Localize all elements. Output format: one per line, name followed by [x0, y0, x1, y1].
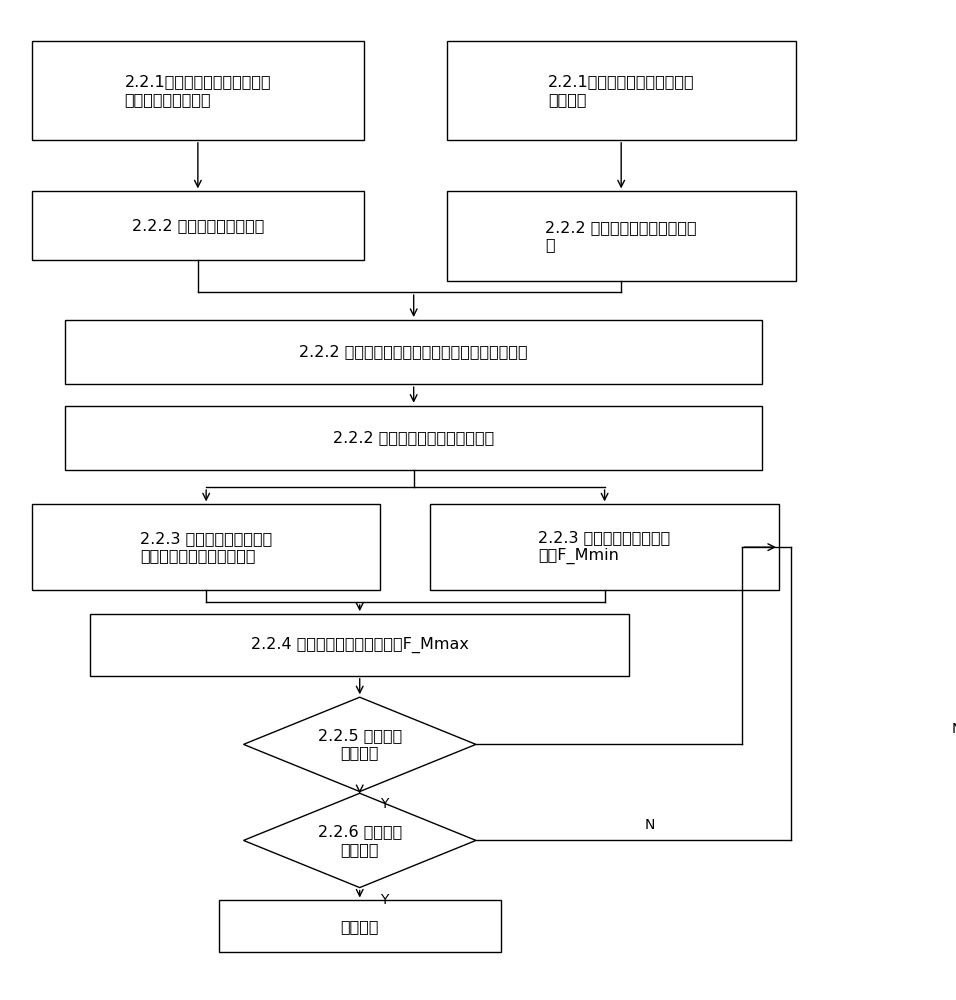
FancyBboxPatch shape [32, 504, 380, 590]
FancyBboxPatch shape [32, 41, 364, 140]
Text: Y: Y [380, 893, 389, 907]
Text: 2.2.1设计输入：主轴瓦尺寸及
材料特性: 2.2.1设计输入：主轴瓦尺寸及 材料特性 [548, 74, 694, 107]
Text: N: N [951, 722, 956, 736]
Text: 2.2.1设计输入：发动机最大瞬
态爆发压力，缸径等: 2.2.1设计输入：发动机最大瞬 态爆发压力，缸径等 [124, 74, 272, 107]
Text: 2.2.4 确定螺栓最大装配预紧力F_Mmax: 2.2.4 确定螺栓最大装配预紧力F_Mmax [250, 637, 468, 653]
Text: 2.2.2 轴力衰减因素分析，主轴瓦装配后变形分析: 2.2.2 轴力衰减因素分析，主轴瓦装配后变形分析 [299, 345, 528, 360]
Text: 2.2.3 初选螺栓规格、屈服
强度范围、摩擦系数范围等: 2.2.3 初选螺栓规格、屈服 强度范围、摩擦系数范围等 [140, 531, 272, 563]
FancyBboxPatch shape [32, 191, 364, 260]
Polygon shape [244, 793, 476, 888]
FancyBboxPatch shape [65, 406, 762, 470]
Polygon shape [244, 697, 476, 792]
Text: 2.2.6 被连接件
强度校核: 2.2.6 被连接件 强度校核 [317, 824, 402, 857]
FancyBboxPatch shape [65, 320, 762, 384]
Text: 2.2.2 主轴瓦防张开所需的紧固
力: 2.2.2 主轴瓦防张开所需的紧固 力 [545, 220, 697, 253]
Text: 2.2.5 螺栓安全
系数确认: 2.2.5 螺栓安全 系数确认 [317, 728, 402, 761]
Text: 2.2.2 主轴承盖紧固所需的预紧力: 2.2.2 主轴承盖紧固所需的预紧力 [333, 430, 494, 445]
Text: N: N [645, 818, 656, 832]
Text: 设计冻结: 设计冻结 [340, 919, 379, 934]
FancyBboxPatch shape [430, 504, 779, 590]
FancyBboxPatch shape [90, 614, 629, 676]
FancyBboxPatch shape [446, 191, 795, 281]
Text: 2.2.2 主轴承最大工作载荷: 2.2.2 主轴承最大工作载荷 [132, 218, 264, 233]
FancyBboxPatch shape [446, 41, 795, 140]
FancyBboxPatch shape [219, 900, 501, 952]
Text: 2.2.3 螺栓最小装配预紧力
确定F_Mmin: 2.2.3 螺栓最小装配预紧力 确定F_Mmin [538, 530, 671, 564]
Text: Y: Y [380, 797, 389, 811]
